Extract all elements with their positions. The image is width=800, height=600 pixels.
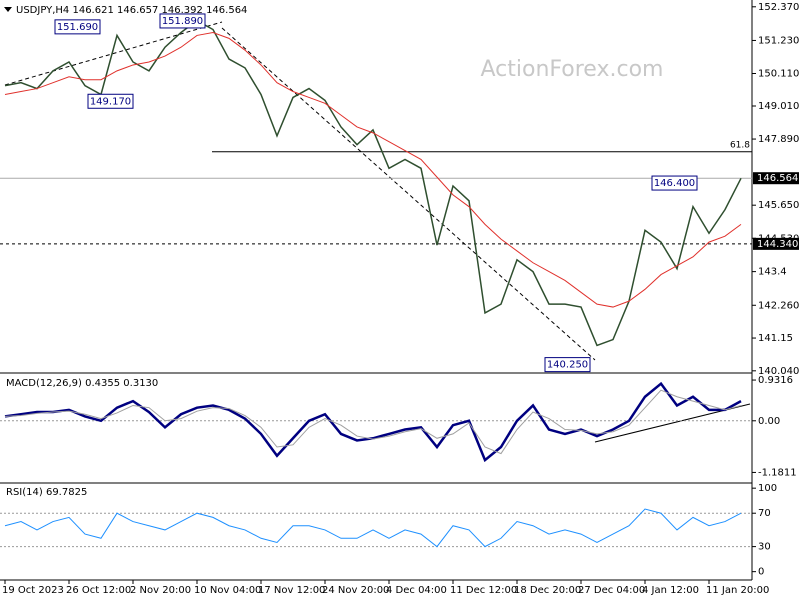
watermark: ActionForex.com xyxy=(481,57,664,82)
annotation-box xyxy=(159,13,206,29)
annotation-label: 149.170 xyxy=(90,96,131,107)
x-tick-label: 26 Oct 12:00 xyxy=(66,585,131,596)
menu-icon xyxy=(4,7,12,12)
y-tick-label: 145.650 xyxy=(758,200,799,211)
trend-line xyxy=(221,27,596,361)
trend-line xyxy=(4,21,223,86)
x-tick-label: 17 Nov 12:00 xyxy=(258,585,325,596)
y-tick-label: 140.040 xyxy=(758,366,799,377)
x-tick-label: 11 Dec 12:00 xyxy=(450,585,517,596)
x-tick-label: 11 Jan 20:00 xyxy=(706,585,769,596)
y-tick-label: 100 xyxy=(758,483,777,494)
y-tick-label: 30 xyxy=(758,542,771,553)
annotation-label: 151.690 xyxy=(57,22,98,33)
y-tick-label: 142.260 xyxy=(758,300,799,311)
price-tag xyxy=(753,172,799,185)
fib-label: 61.8 xyxy=(730,140,750,150)
panel-title: RSI(14) 69.7825 xyxy=(6,487,87,498)
y-tick-label: 149.010 xyxy=(758,101,799,112)
x-tick-label: 18 Dec 20:00 xyxy=(514,585,581,596)
y-tick-label: 151.230 xyxy=(758,35,799,46)
x-tick-label: 27 Dec 04:00 xyxy=(578,585,645,596)
annotation-box xyxy=(87,93,134,109)
y-tick-label: 143.4 xyxy=(758,267,787,278)
x-tick-label: 4 Dec 04:00 xyxy=(386,585,447,596)
annotation-box xyxy=(544,357,591,373)
y-tick-label: 70 xyxy=(758,508,771,519)
chart-header: USDJPY,H4 146.621 146.657 146.392 146.56… xyxy=(16,5,247,16)
x-tick-label: 2 Nov 20:00 xyxy=(130,585,191,596)
y-tick-label: 147.890 xyxy=(758,134,799,145)
annotation-box xyxy=(651,175,698,191)
annotation-label: 151.890 xyxy=(162,16,203,27)
y-tick-label: 152.370 xyxy=(758,2,799,13)
y-tick-label: 150.110 xyxy=(758,69,799,80)
annotation-label: 146.400 xyxy=(654,178,695,189)
x-tick-label: 10 Nov 04:00 xyxy=(194,585,261,596)
price-tag-label: 144.340 xyxy=(757,239,798,250)
annotation-box xyxy=(54,19,101,35)
x-tick-label: 19 Oct 2023 xyxy=(2,585,64,596)
y-tick-label: 0.00 xyxy=(758,416,780,427)
x-tick-label: 24 Nov 20:00 xyxy=(322,585,389,596)
series-line xyxy=(4,389,742,455)
series-line xyxy=(4,19,742,347)
series-line xyxy=(4,31,742,308)
price-tag-label: 146.564 xyxy=(757,173,798,184)
y-tick-label: 141.15 xyxy=(758,333,793,344)
x-tick-label: 4 Jan 12:00 xyxy=(642,585,699,596)
annotation-label: 140.250 xyxy=(547,360,588,371)
price-tag xyxy=(753,237,799,250)
y-tick-label: 0.9316 xyxy=(758,375,793,386)
y-tick-label: -1.1811 xyxy=(758,467,797,478)
series-line xyxy=(4,508,742,548)
panel-title: MACD(12,26,9) 0.4355 0.3130 xyxy=(6,378,158,389)
series-line xyxy=(4,381,742,463)
y-tick-label: 0 xyxy=(758,567,764,578)
